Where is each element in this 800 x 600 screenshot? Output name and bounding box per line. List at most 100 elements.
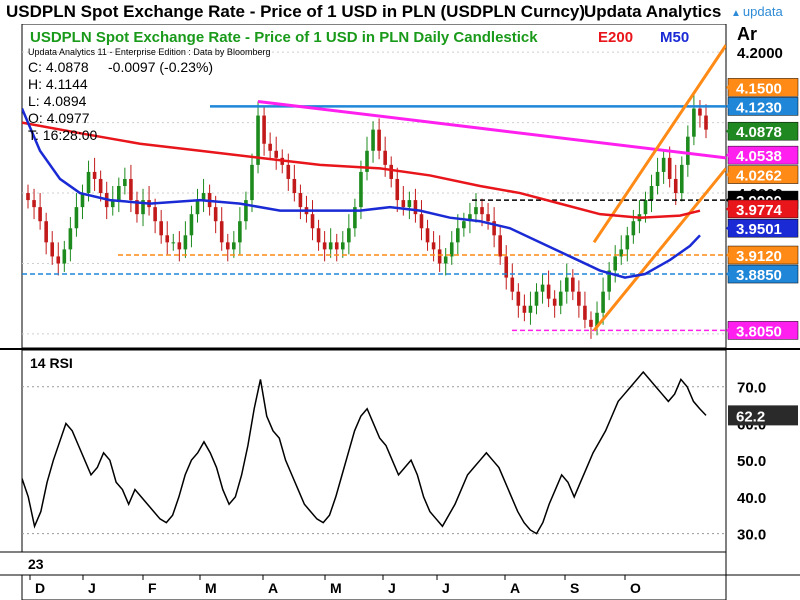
candle-body [50, 242, 55, 257]
candle-body [80, 193, 85, 208]
level-label: 3.9774 [736, 202, 783, 219]
candle-body [667, 157, 672, 179]
candle-body [492, 221, 496, 236]
trendline-magenta [257, 99, 726, 160]
level-label: 3.8850 [736, 267, 782, 284]
rsi-bottom-label: 23 [28, 556, 44, 572]
candle-body [546, 284, 551, 299]
candle-body [171, 242, 176, 244]
time-axis [21, 574, 727, 600]
candle-body [631, 221, 636, 236]
candle-body [443, 256, 448, 264]
legend-e200[interactable]: E200 [598, 29, 633, 46]
candle-body [395, 178, 400, 201]
candle-body [268, 143, 272, 151]
level-label-pointer [726, 83, 730, 92]
level-label-pointer [726, 270, 730, 279]
candle-body [595, 312, 599, 327]
candle-body [340, 242, 345, 250]
m50-line [22, 108, 701, 279]
candle-body [564, 277, 569, 292]
candle-body [468, 214, 472, 222]
level-label: 4.0878 [736, 124, 782, 141]
candle-body [425, 228, 430, 243]
candle-body [256, 115, 260, 165]
candle-body [431, 242, 436, 250]
rsi-panel [21, 349, 727, 553]
candle-body [607, 270, 611, 292]
level-label: 3.9120 [736, 248, 782, 265]
rsi-tick-label: 50.0 [737, 453, 766, 470]
candle-body [498, 235, 502, 257]
candle-body [153, 207, 157, 222]
quote-low: L: 4.0894 [28, 93, 87, 109]
candle-body [589, 319, 593, 327]
rsi-plot [22, 370, 707, 535]
month-label: F [148, 580, 157, 596]
candle-body [389, 164, 394, 179]
candle-body [480, 207, 484, 215]
month-label: A [268, 580, 278, 596]
candle-body [286, 164, 291, 179]
rsi-value-label: 62.2 [736, 408, 765, 425]
channel-lower [592, 167, 726, 332]
month-label: S [570, 580, 579, 596]
rsi-tick-label: 30.0 [737, 527, 766, 544]
updata-logo[interactable]: ▲ updata [731, 4, 783, 19]
candle-body [117, 186, 121, 201]
candle-body [407, 200, 412, 208]
candle-body [377, 129, 381, 151]
candle-body [213, 207, 218, 222]
candle-body [540, 284, 545, 292]
candle-body [371, 129, 375, 151]
candle-body [661, 157, 666, 172]
level-label-pointer [726, 151, 730, 160]
candle-body [328, 242, 333, 250]
level-label-pointer [726, 170, 730, 179]
candle-body [334, 242, 339, 250]
level-label-pointer [726, 127, 730, 136]
candle-body [486, 214, 490, 222]
candle-body [456, 228, 460, 243]
candle-body [225, 242, 230, 250]
candle-body [165, 235, 170, 243]
candle-body [359, 171, 363, 208]
candle-body [129, 178, 133, 201]
candle-body [655, 171, 660, 186]
brand-name: Updata Analytics [584, 2, 722, 21]
candle-body [26, 193, 30, 201]
level-label-pointer [726, 204, 730, 213]
candle-body [449, 242, 454, 257]
data-source: Updata Analytics 11 - Enterprise Edition… [28, 47, 270, 57]
candle-body [110, 200, 115, 208]
candle-body [619, 249, 624, 257]
level-label-pointer [726, 224, 730, 233]
level-label-pointer [726, 102, 730, 111]
month-label: A [510, 580, 520, 596]
candle-body [232, 242, 236, 250]
candle-body [183, 235, 188, 250]
candle-body [613, 256, 617, 271]
candle-body [401, 200, 406, 208]
candle-body [44, 221, 48, 243]
title-bar: USDPLN Spot Exchange Rate - Price of 1 U… [0, 0, 800, 24]
level-label: 4.1230 [736, 99, 782, 116]
candle-body [583, 305, 587, 320]
candle-body [98, 178, 103, 194]
candle-body [552, 298, 557, 306]
candle-body [510, 277, 515, 292]
month-label: O [630, 580, 641, 596]
candle-body [649, 186, 654, 201]
candle-body [244, 200, 248, 222]
month-label: J [442, 580, 450, 596]
month-label: J [388, 580, 396, 596]
rsi-tick-label: 40.0 [737, 490, 766, 507]
chart-subtitle: USDPLN Spot Exchange Rate - Price of 1 U… [30, 29, 538, 46]
price-tick-label: 4.2000 [737, 45, 783, 62]
page-title: USDPLN Spot Exchange Rate - Price of 1 U… [6, 2, 586, 21]
candle-body [413, 200, 418, 215]
candle-body [686, 136, 690, 165]
axis-header: Ar [737, 24, 758, 44]
legend-m50[interactable]: M50 [660, 29, 689, 46]
